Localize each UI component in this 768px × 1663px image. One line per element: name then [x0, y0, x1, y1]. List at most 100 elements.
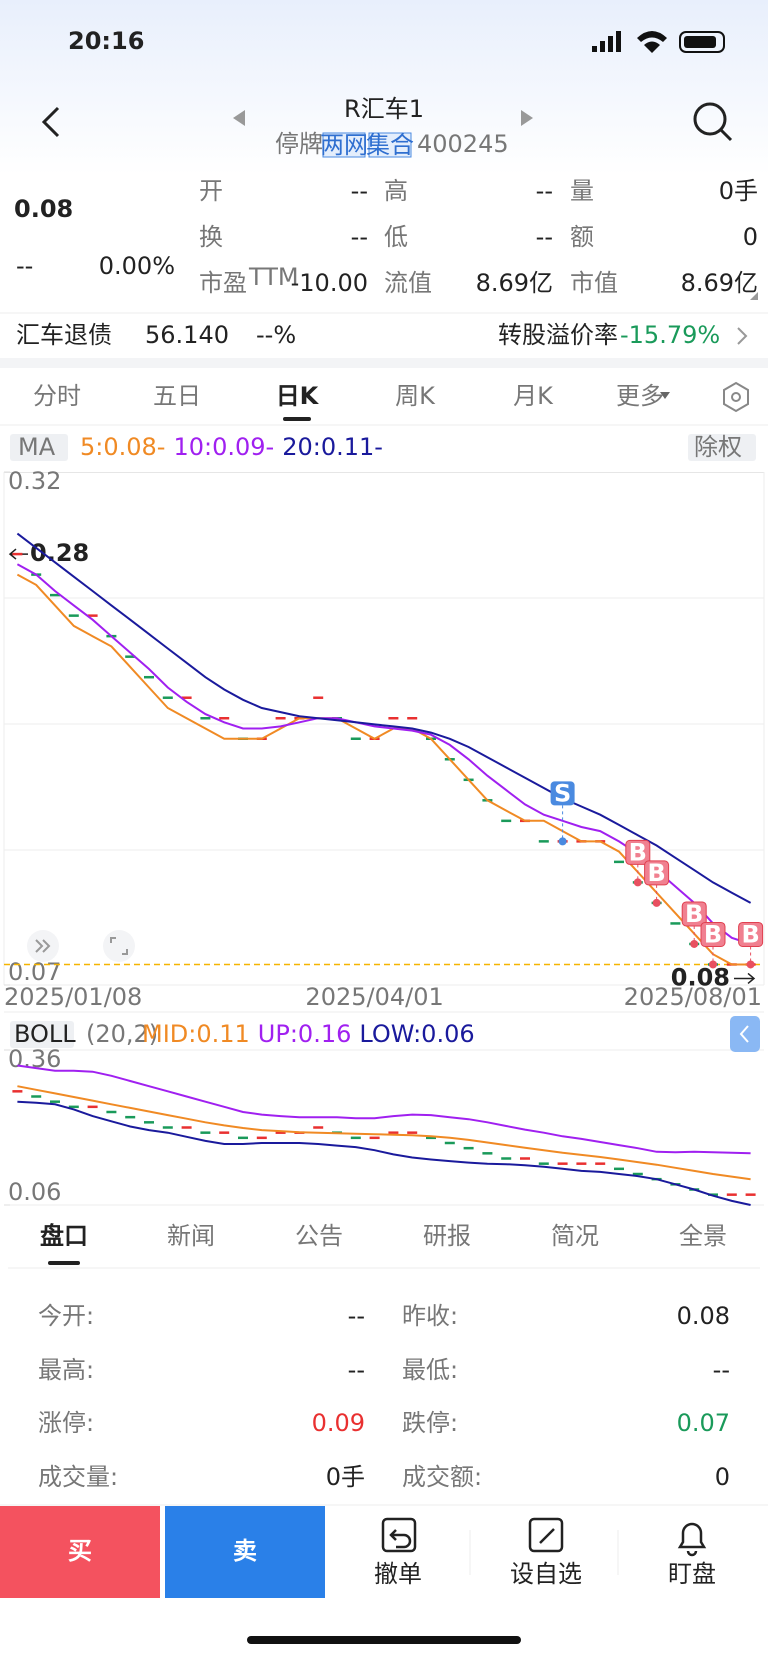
- table-value: --: [348, 1302, 365, 1330]
- tag-box: [368, 132, 412, 158]
- legend-entry: MID:0.11: [142, 1020, 250, 1048]
- quote-fields: 开 -- 高 -- 量 0手换 -- 低 -- 额 0市盈 TTM-10.00 流值 8.69亿 市值 8.6…: [199, 177, 758, 297]
- pane-border: [4, 472, 764, 473]
- x-tick-label: 2025/04/01: [305, 983, 443, 1011]
- table-label: 涨停:: [38, 1409, 94, 1437]
- legend-entry: 5:0.08-: [80, 433, 165, 461]
- pane-grid: [3, 472, 765, 1206]
- field-label: 开: [199, 177, 223, 205]
- legend-entry: 20:0.11-: [282, 433, 383, 461]
- indicator-name: MA: [18, 433, 56, 461]
- settings-icon-dot: [731, 392, 741, 402]
- indicator-line: [17, 1064, 751, 1155]
- indicator-select[interactable]: [10, 1021, 74, 1048]
- indicator-line: [16, 573, 751, 966]
- table-label: 今开:: [38, 1302, 94, 1330]
- settings-icon[interactable]: [723, 381, 749, 413]
- field-value: --: [351, 177, 368, 205]
- tool-label[interactable]: 撤单: [374, 1560, 422, 1588]
- table-label: 成交额:: [402, 1463, 482, 1491]
- field-label: 换: [199, 223, 223, 251]
- table-value: --: [713, 1356, 730, 1384]
- table-value: 0: [715, 1463, 730, 1491]
- legend-entry: UP:0.16: [258, 1020, 352, 1048]
- period-tabs: 分时 五日 日K 周K 月K 更多: [33, 382, 664, 421]
- adjust-label: 除权: [694, 433, 742, 461]
- legend-entry: LOW:0.06: [359, 1020, 474, 1048]
- bond-name: 汇车退债: [16, 321, 112, 349]
- indicator-name: BOLL: [14, 1020, 76, 1048]
- signal-badge: [738, 921, 764, 947]
- clock: 20:16: [68, 27, 144, 55]
- section-tab[interactable]: 盘口: [40, 1222, 88, 1250]
- signal-dot: [633, 878, 642, 887]
- field-label: 市值: [570, 269, 618, 297]
- tool-label[interactable]: 盯盘: [668, 1560, 716, 1588]
- table-label: 昨收:: [402, 1302, 458, 1330]
- period-tab[interactable]: 更多: [616, 382, 664, 410]
- indicator-line: [17, 1100, 751, 1206]
- signal-badge: [550, 781, 575, 806]
- field-value: 0: [743, 223, 758, 251]
- field-value: --: [536, 223, 553, 251]
- bond-price: 56.140: [145, 321, 229, 349]
- table-label: 最低:: [402, 1356, 458, 1384]
- field-label: 市盈: [199, 269, 247, 297]
- signal-label: B: [741, 920, 759, 948]
- signal-label: B: [647, 859, 665, 887]
- x-tick-label: 2025/01/08: [4, 983, 142, 1011]
- period-tab[interactable]: 分时: [33, 382, 81, 410]
- table-value: 0.07: [677, 1409, 730, 1437]
- period-tab[interactable]: 月K: [513, 382, 554, 410]
- signal-dot: [709, 960, 717, 969]
- tab-underline: [48, 1261, 80, 1265]
- field-value: -10.00: [291, 269, 368, 297]
- signal-badge: [700, 921, 726, 947]
- prev-stock[interactable]: [233, 110, 245, 126]
- more-arrow: [660, 392, 670, 399]
- period-tab[interactable]: 五日: [153, 382, 201, 410]
- table-value: 0.09: [312, 1409, 365, 1437]
- section-tab[interactable]: 研报: [423, 1222, 471, 1250]
- table-value: --: [348, 1356, 365, 1384]
- tag: 集合: [366, 131, 414, 159]
- search-button[interactable]: [693, 102, 733, 142]
- field-value: --: [536, 177, 553, 205]
- period-tab[interactable]: 日K: [276, 382, 320, 410]
- tab-underline: [283, 417, 311, 421]
- section-tab[interactable]: 简况: [551, 1222, 599, 1250]
- field-label: 额: [570, 223, 594, 251]
- field-label: 高: [384, 177, 408, 205]
- next-stock[interactable]: [521, 110, 533, 126]
- tool-label[interactable]: 设自选: [510, 1560, 582, 1588]
- indicator-line: [16, 532, 752, 904]
- field-label: 量: [570, 177, 594, 205]
- period-tab[interactable]: 周K: [395, 382, 436, 410]
- arrow: [734, 972, 756, 985]
- sell-button[interactable]: [165, 1506, 325, 1598]
- section-tab[interactable]: 全景: [679, 1222, 727, 1250]
- table-label: 成交量:: [38, 1463, 118, 1491]
- spacer: [0, 358, 768, 368]
- collapse-button[interactable]: [730, 1016, 760, 1052]
- signal-label: B: [629, 838, 647, 866]
- adjust-select[interactable]: [688, 434, 756, 461]
- table-label: 最高:: [38, 1356, 94, 1384]
- quote-table: 今开: -- 昨收: 0.08 最高: -- 最低: -- 涨停: 0.09 跌停: 0.07 成交量:…: [38, 1302, 730, 1491]
- section-tab[interactable]: 公告: [295, 1222, 343, 1250]
- field-label: 流值: [384, 269, 432, 297]
- indicator-line: [16, 563, 751, 945]
- chevron[interactable]: [737, 327, 748, 345]
- section-tabs: 盘口 新闻 公告 研报 简况 全景: [40, 1222, 727, 1265]
- back-button[interactable]: [41, 106, 60, 138]
- y-tick-label: 0.32: [8, 467, 61, 495]
- signal-badge: [644, 860, 670, 886]
- section-tab[interactable]: 新闻: [167, 1222, 215, 1250]
- indicator-select[interactable]: [10, 434, 68, 461]
- table-value: 0手: [326, 1463, 365, 1491]
- buy-button[interactable]: [0, 1506, 160, 1598]
- signal-label: S: [554, 779, 571, 807]
- status-icons: [592, 31, 725, 53]
- change: --: [16, 252, 33, 280]
